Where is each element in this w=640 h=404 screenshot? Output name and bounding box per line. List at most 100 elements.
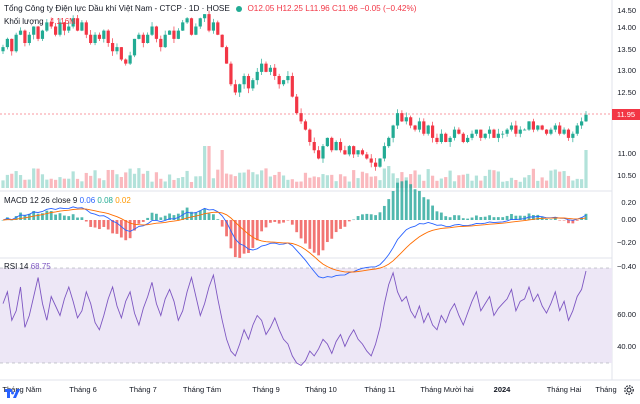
candle-body <box>514 125 518 134</box>
candle-body <box>580 121 584 126</box>
rsi-legend[interactable]: RSI 14 68.75 <box>4 262 51 271</box>
volume-legend[interactable]: Khối lượng 4.116M <box>4 17 76 26</box>
rsi-tick: 40.00 <box>617 342 636 351</box>
candle-body <box>571 133 575 138</box>
tradingview-logo-icon[interactable] <box>4 387 22 399</box>
candle-body <box>106 30 110 43</box>
volume-bar <box>417 174 422 188</box>
macd-hist-bar <box>457 215 461 220</box>
macd-hist-bar <box>176 213 180 220</box>
macd-hist-bar <box>553 218 557 220</box>
candle-body <box>531 121 535 130</box>
chart-legend[interactable]: Tổng Công ty Điện lực Dầu khí Việt Nam -… <box>4 4 416 13</box>
macd-signal-line <box>2 208 587 273</box>
candle-body <box>308 129 312 142</box>
candle-body <box>185 18 189 23</box>
volume-bar <box>14 171 18 188</box>
candle-body <box>233 84 237 93</box>
candle-body <box>549 129 553 134</box>
volume-bar <box>273 174 277 188</box>
candle-body <box>338 142 343 151</box>
candle-body <box>575 125 579 134</box>
candle-body <box>295 96 299 114</box>
volume-bar <box>277 171 281 188</box>
candle-body <box>198 18 202 27</box>
macd-hist-bar <box>439 212 443 220</box>
volume-bar <box>40 174 45 188</box>
candle-body <box>518 129 522 134</box>
volume-bar <box>492 170 496 188</box>
macd-hist-bar <box>172 215 176 220</box>
volume-bar <box>430 175 435 188</box>
volume-bar <box>97 178 102 188</box>
candle-body <box>146 34 150 43</box>
macd-hist-bar <box>562 220 566 221</box>
volume-bar <box>264 168 268 188</box>
macd-hist-bar <box>536 214 540 220</box>
volume-bar <box>409 174 413 188</box>
macd-hist-bar <box>290 220 294 225</box>
volume-bar <box>220 150 224 188</box>
time-tick: Tháng 7 <box>129 385 157 394</box>
macd-hist-bar <box>150 212 154 220</box>
candle-body <box>5 38 9 48</box>
macd-hist-bar <box>19 212 22 220</box>
symbol-title[interactable]: Tổng Công ty Điện lực Dầu khí Việt Nam -… <box>4 4 230 13</box>
macd-hist-bar <box>225 220 228 237</box>
macd-histogram <box>1 180 588 258</box>
gear-icon[interactable] <box>623 384 635 396</box>
candle-body <box>509 125 514 130</box>
volume-bar <box>229 174 233 188</box>
macd-legend[interactable]: MACD 12 26 close 9 0.06 0.08 0.02 <box>4 196 131 205</box>
macd-hist-bar <box>84 220 88 222</box>
volume-bar <box>531 168 535 188</box>
macd-hist-bar <box>268 220 272 223</box>
volume-bar <box>93 170 97 188</box>
volume-bar <box>75 178 80 188</box>
macd-hist-bar <box>426 199 430 220</box>
macd-hist-bar <box>299 220 303 239</box>
volume-bar <box>102 180 106 188</box>
volume-bar <box>260 170 264 188</box>
volume-bar <box>496 171 500 188</box>
macd-hist-bar <box>137 220 141 224</box>
candle-body <box>277 76 281 85</box>
candle-body <box>89 34 93 43</box>
macd-hist-bar <box>444 216 448 220</box>
candle-body <box>246 76 251 89</box>
macd-hist-bar <box>45 210 49 220</box>
macd-hist-value: 0.02 <box>115 196 131 205</box>
candle-body <box>387 137 391 147</box>
volume-bar <box>444 177 448 188</box>
volume-bar <box>36 168 40 188</box>
candle-body <box>562 129 566 134</box>
macd-hist-bar <box>76 217 79 220</box>
candle-body <box>132 38 137 56</box>
candle-body <box>137 34 141 39</box>
macd-label: MACD 12 26 close 9 <box>4 196 78 205</box>
macd-hist-bar <box>286 220 290 221</box>
volume-bar <box>439 178 443 188</box>
volume-bar <box>167 174 172 188</box>
volume-bar <box>246 169 251 188</box>
macd-hist-bar <box>212 214 215 220</box>
candle-body <box>352 146 356 155</box>
volume-bar <box>518 181 522 188</box>
candle-body <box>400 113 404 122</box>
volume-bar <box>146 170 150 188</box>
macd-hist-bar <box>549 219 553 220</box>
candle-body <box>172 30 176 39</box>
volume-bar <box>523 177 527 188</box>
macd-hist-bar <box>571 220 575 224</box>
macd-hist-bar <box>396 182 399 220</box>
market-status-icon <box>236 5 243 12</box>
candle-body <box>84 22 88 35</box>
macd-hist-bar <box>168 213 171 220</box>
candle-body <box>347 146 351 155</box>
volume-bar <box>268 176 272 188</box>
price-tick: 12.50 <box>617 88 636 97</box>
macd-hist-bar <box>361 214 364 220</box>
volume-bar <box>479 180 483 188</box>
volume-bar <box>461 174 465 188</box>
